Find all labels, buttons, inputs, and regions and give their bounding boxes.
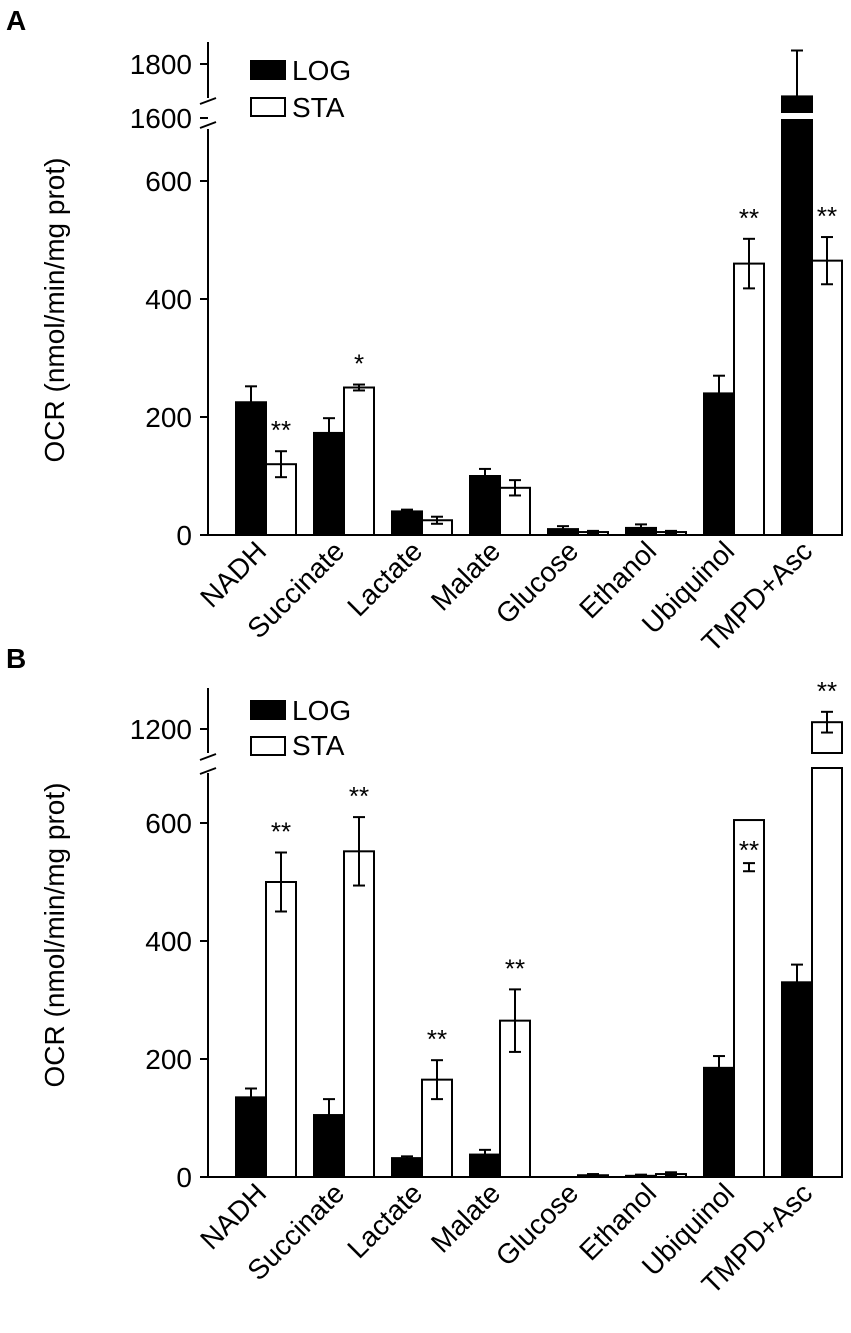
panel-a-legend-sta: STA [292, 92, 345, 123]
panel-b-bar-log-tmpd-asc [781, 981, 813, 1178]
panel-b-category-label: Glucose [490, 1177, 585, 1272]
panel-a-significance: ** [817, 201, 837, 231]
panel-b-category-label: NADH [194, 1177, 272, 1255]
panel-b-ytick-label: 1200 [130, 714, 192, 745]
panel-a-legend-sta-swatch [250, 97, 286, 117]
panel-b-bar-sta-nadh [265, 881, 297, 1178]
panel-a-ytick-label: 200 [145, 402, 192, 433]
panel-a-bar-log-tmpd-asc-upper [781, 95, 813, 114]
panel-a-bar-log-succinate [313, 431, 345, 536]
panel-a-ytick-label: 1800 [130, 49, 192, 80]
panel-a-legend-log-swatch [250, 60, 286, 80]
panel-b-letter: B [6, 643, 26, 674]
panel-b-legend-sta: STA [292, 730, 345, 761]
panel-a-bar-sta-tmpd-asc [811, 259, 843, 536]
panel-a-axis-break [199, 97, 217, 129]
panel-b-bar-log-ethanol [625, 1174, 657, 1178]
panel-a-bar-log-tmpd-asc [781, 119, 813, 536]
panel-b-ytick-label: 400 [145, 926, 192, 957]
panel-b-bar-log-lactate [391, 1157, 423, 1178]
panel-b-significance: ** [817, 676, 837, 706]
panel-b-ytick-label: 0 [176, 1162, 192, 1193]
panel-a: A OCR (nmol/min/mg prot) 0 200 400 600 1600 1… [6, 5, 843, 658]
panel-a-ytick-label: 1600 [130, 103, 192, 134]
panel-b-significance: ** [739, 835, 759, 865]
panel-b-bar-log-nadh [235, 1096, 267, 1178]
panel-b-legend-log-swatch [250, 700, 286, 720]
panel-a-significance: * [354, 349, 364, 379]
panel-b-significance: ** [427, 1024, 447, 1054]
panel-b-bar-sta-tmpd-asc [811, 767, 843, 1178]
panel-b-legend-log: LOG [292, 695, 351, 726]
panel-a-y-axis-label: OCR (nmol/min/mg prot) [39, 158, 70, 463]
panel-b-bar-sta-succinate [343, 850, 375, 1178]
panel-a-bar-log-ubiquinol [703, 392, 735, 536]
panel-b-bar-log-succinate [313, 1114, 345, 1179]
panel-b-bar-log-ubiquinol [703, 1066, 735, 1178]
panel-a-letter: A [6, 5, 26, 36]
panel-b-bar-log-malate [469, 1153, 501, 1178]
panel-a-bar-log-malate [469, 475, 501, 536]
panel-b-bar-sta-ubiquinol [733, 819, 765, 1178]
panel-a-category-label: NADH [194, 535, 272, 613]
panel-b-significance: ** [349, 781, 369, 811]
panel-a-legend-log: LOG [292, 55, 351, 86]
panel-b-significance: ** [505, 953, 525, 983]
panel-a-ytick-label: 0 [176, 520, 192, 551]
panel-b: B OCR (nmol/min/mg prot) 02004006001200 … [6, 643, 843, 1300]
panel-a-significance: ** [271, 415, 291, 445]
panel-a-significance: ** [739, 203, 759, 233]
panel-b-ytick-label: 600 [145, 808, 192, 839]
panel-b-ytick-label: 200 [145, 1044, 192, 1075]
panel-b-legend-sta-swatch [250, 736, 286, 756]
panel-a-ytick-label: 600 [145, 166, 192, 197]
panel-a-bar-log-nadh [235, 401, 267, 536]
panel-a-category-label: Glucose [490, 535, 585, 630]
panel-b-legend: LOG STA [250, 695, 351, 761]
panel-a-category-label: Lactate [341, 535, 428, 622]
panel-b-category-label: Lactate [341, 1177, 428, 1264]
panel-a-ytick-label: 400 [145, 284, 192, 315]
panel-b-axis-break [199, 753, 217, 775]
panel-b-y-axis-label: OCR (nmol/min/mg prot) [39, 783, 70, 1088]
panel-a-bar-log-ethanol [625, 526, 657, 536]
panel-a-bar-sta-succinate [343, 386, 375, 536]
panel-a-bar-log-glucose [547, 528, 579, 536]
panel-a-legend: LOG STA [250, 55, 351, 123]
panel-b-significance: ** [271, 817, 291, 847]
panel-a-bar-sta-ubiquinol [733, 262, 765, 536]
panel-a-bar-log-lactate [391, 510, 423, 536]
